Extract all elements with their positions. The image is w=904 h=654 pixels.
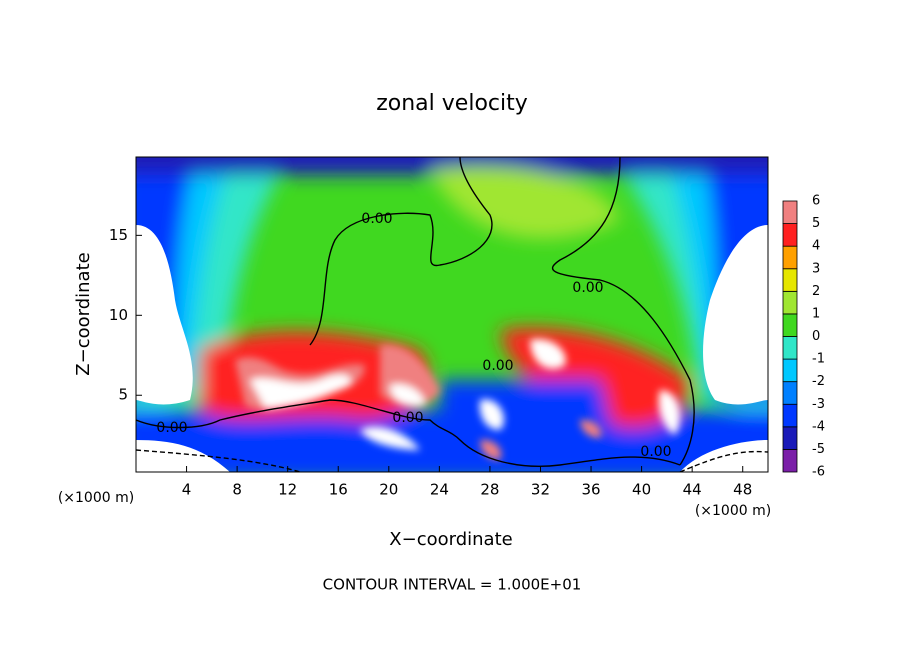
x-tick-label: 36 (581, 481, 600, 499)
field-core (658, 390, 680, 435)
field-cores (235, 339, 680, 460)
field-region (440, 380, 620, 460)
contour-line (136, 449, 768, 472)
colorbar-label: -3 (812, 397, 825, 412)
x-tick-label: 28 (480, 481, 499, 499)
overlay: 0.000.000.000.000.000.004 8 12 16 20 24 28 32 36… (109, 156, 825, 499)
y-tick-label: 10 (109, 306, 128, 324)
field-missing (703, 225, 768, 405)
x-tick-label: 40 (632, 481, 651, 499)
contour-label: 0.00 (572, 280, 603, 296)
colorbar-bin (782, 336, 798, 360)
plot-frame (135, 156, 769, 473)
field-missing (136, 440, 768, 472)
colorbar-label: 4 (812, 239, 820, 254)
chart-title: zonal velocity (376, 91, 528, 116)
x-tick-label: 16 (329, 481, 348, 499)
y-tick-label: 15 (109, 226, 128, 244)
x-tick-label: 48 (733, 481, 752, 499)
colorbar-label: 6 (812, 194, 820, 209)
colorbar-label: 2 (812, 284, 820, 299)
colorbar-bin (782, 200, 798, 224)
contour-field (136, 157, 768, 472)
field-core (580, 419, 602, 438)
colorbar-bin (782, 358, 798, 383)
field-missing (136, 225, 193, 405)
colorbar-label: -2 (812, 374, 825, 389)
colorbar-label: -1 (812, 352, 825, 367)
colorbar-bin (782, 245, 798, 270)
x-tick-label: 8 (232, 481, 242, 499)
colorbar-bin (782, 290, 798, 315)
colorbar-label: 1 (812, 306, 820, 321)
field-core (390, 384, 425, 407)
colorbar-label: -5 (812, 442, 825, 457)
field-core (250, 374, 351, 408)
field-core (479, 399, 504, 430)
contour-label: 0.00 (640, 444, 671, 460)
contour-line (136, 399, 681, 467)
x-axis-label: X−coordinate (389, 529, 512, 550)
colorbar-bin (782, 426, 798, 450)
colorbar-label: 3 (812, 261, 820, 276)
y-axis-label: Z−coordinate (73, 252, 94, 375)
colorbar-bin (782, 381, 798, 405)
colorbar-bin (782, 223, 798, 247)
x-unit: (×1000 m) (695, 503, 771, 519)
field-core (480, 439, 502, 460)
field-region (136, 157, 768, 175)
x-tick-label: 44 (683, 481, 702, 499)
contour-line (309, 157, 493, 346)
contour-label: 0.00 (392, 410, 423, 426)
x-tick-label: 32 (531, 481, 550, 499)
footer-note: CONTOUR INTERVAL = 1.000E+01 (323, 576, 582, 594)
colorbar-label: 0 (812, 329, 820, 344)
colorbar-bin (782, 313, 798, 337)
contour-label: 0.00 (482, 358, 513, 374)
colorbar-label: 5 (812, 216, 820, 231)
colorbar-bin (782, 449, 798, 473)
y-unit: (×1000 m) (58, 490, 134, 506)
x-tick-label: 24 (430, 481, 449, 499)
colorbar-bin (782, 268, 798, 292)
field-region (430, 166, 620, 239)
contour-label: 0.00 (361, 211, 392, 227)
colorbar-label: -4 (812, 419, 825, 434)
x-tick-label: 4 (182, 481, 192, 499)
contour-line (551, 157, 695, 466)
x-tick-label: 12 (278, 481, 297, 499)
colorbar-bin (782, 403, 798, 428)
field-core (360, 426, 420, 450)
contour-label: 0.00 (156, 420, 187, 436)
colorbar-label: -6 (812, 465, 825, 480)
field-core (530, 339, 566, 369)
y-tick-label: 5 (118, 386, 128, 404)
x-tick-label: 20 (379, 481, 398, 499)
